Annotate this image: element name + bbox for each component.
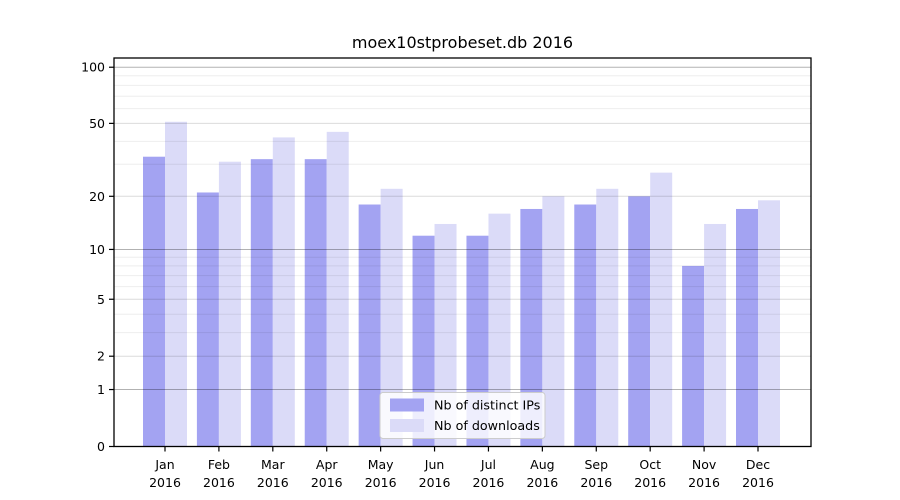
- bar-downloads-sep: [596, 188, 619, 447]
- bar-distinct-ips-oct: [628, 196, 651, 447]
- x-tick-label-year-nov: 2016: [688, 475, 720, 490]
- x-tick-label-year-feb: 2016: [203, 475, 235, 490]
- bar-distinct-ips-mar: [250, 159, 273, 447]
- x-tick-label-year-sep: 2016: [580, 475, 612, 490]
- x-tick-label-jan: Jan: [154, 457, 174, 472]
- x-tick-label-oct: Oct: [639, 457, 661, 472]
- bar-distinct-ips-dec: [736, 208, 758, 447]
- y-tick-label-0: 0: [97, 439, 105, 454]
- x-tick-label-jun: Jun: [424, 457, 445, 472]
- x-tick-label-year-jul: 2016: [473, 475, 505, 490]
- chart-title: moex10stprobeset.db 2016: [351, 33, 574, 52]
- bar-distinct-ips-jan: [143, 156, 165, 447]
- x-tick-label-nov: Nov: [692, 457, 717, 472]
- bar-downloads-dec: [758, 200, 780, 447]
- bar-downloads-oct: [650, 172, 673, 447]
- bar-downloads-jun: [434, 223, 457, 447]
- x-tick-label-jul: Jul: [480, 457, 496, 472]
- bar-distinct-ips-may: [358, 204, 381, 447]
- bar-downloads-jul: [488, 213, 511, 447]
- bar-downloads-apr: [326, 131, 349, 447]
- bar-downloads-jan: [165, 121, 187, 447]
- y-tick-label-50: 50: [89, 116, 105, 131]
- legend-label-downloads: Nb of downloads: [434, 418, 540, 433]
- y-tick-label-100: 100: [81, 60, 105, 75]
- bar-distinct-ips-aug: [520, 208, 543, 447]
- x-tick-label-feb: Feb: [208, 457, 230, 472]
- bar-downloads-nov: [704, 223, 727, 447]
- x-tick-label-year-jan: 2016: [149, 475, 181, 490]
- y-tick-label-20: 20: [89, 189, 105, 204]
- x-tick-label-sep: Sep: [584, 457, 608, 472]
- x-tick-label-mar: Mar: [261, 457, 285, 472]
- x-tick-label-year-may: 2016: [365, 475, 397, 490]
- y-tick-label-2: 2: [97, 349, 105, 364]
- bar-distinct-ips-nov: [682, 265, 705, 447]
- bar-distinct-ips-feb: [196, 192, 219, 447]
- x-tick-label-year-oct: 2016: [634, 475, 666, 490]
- x-tick-label-year-dec: 2016: [742, 475, 774, 490]
- bar-downloads-may: [380, 188, 403, 447]
- legend-swatch-distinct-ips: [390, 398, 424, 412]
- x-tick-label-year-aug: 2016: [526, 475, 558, 490]
- x-tick-label-apr: Apr: [316, 457, 338, 472]
- x-tick-label-dec: Dec: [746, 457, 770, 472]
- bar-distinct-ips-apr: [304, 159, 327, 447]
- bar-distinct-ips-sep: [574, 204, 597, 447]
- legend-label-distinct-ips: Nb of distinct IPs: [434, 398, 540, 413]
- y-tick-label-10: 10: [89, 242, 105, 257]
- x-tick-label-may: May: [368, 457, 394, 472]
- legend-swatch-downloads: [390, 419, 424, 432]
- plot-border: [113, 57, 812, 448]
- bar-downloads-feb: [218, 161, 241, 447]
- y-tick-label-5: 5: [97, 292, 105, 307]
- x-tick-label-year-jun: 2016: [419, 475, 451, 490]
- bar-downloads-aug: [542, 196, 565, 447]
- bar-downloads-mar: [272, 137, 295, 447]
- y-tick-label-1: 1: [97, 382, 105, 397]
- x-tick-label-year-apr: 2016: [311, 475, 343, 490]
- x-tick-label-aug: Aug: [530, 457, 554, 472]
- x-tick-label-year-mar: 2016: [257, 475, 289, 490]
